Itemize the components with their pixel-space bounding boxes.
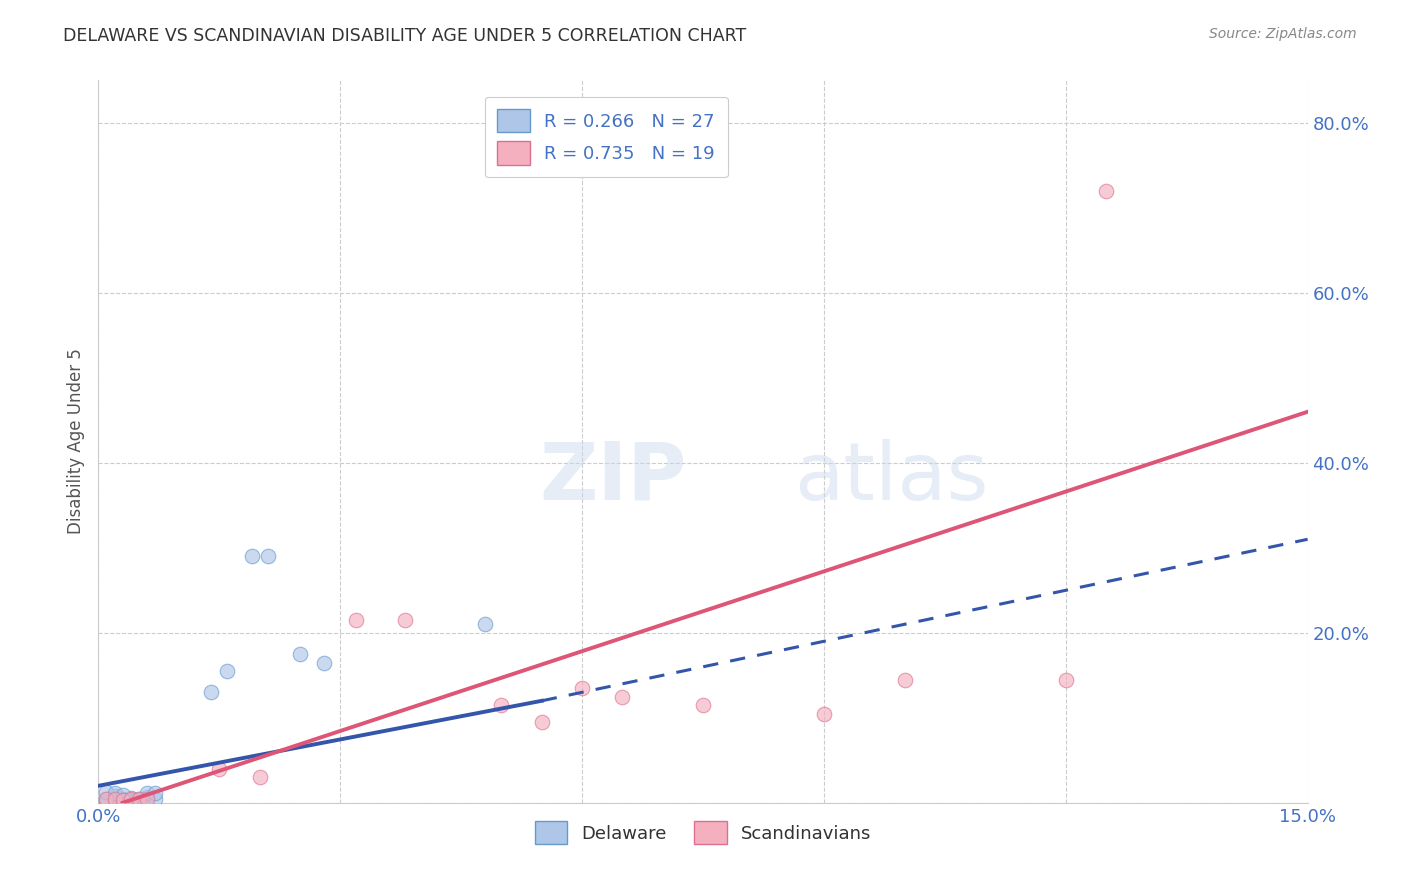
Point [813,706,835,721]
Point [612,690,634,704]
Text: ZIP: ZIP [540,439,688,516]
Point [120,794,142,808]
Point [143,792,166,806]
Point [96,792,118,806]
Point [893,673,915,687]
Point [208,762,231,776]
Legend: Delaware, Scandinavians: Delaware, Scandinavians [524,810,882,855]
Point [96,785,118,799]
Text: DELAWARE VS SCANDINAVIAN DISABILITY AGE UNDER 5 CORRELATION CHART: DELAWARE VS SCANDINAVIAN DISABILITY AGE … [63,27,747,45]
Point [103,786,125,800]
Point [103,794,125,808]
Point [217,664,239,678]
Point [344,613,367,627]
Point [530,714,553,729]
Point [128,791,150,805]
Point [103,792,125,806]
Point [96,791,118,805]
Point [120,793,142,807]
Point [200,685,222,699]
Point [120,792,142,806]
Point [135,791,157,805]
Point [314,656,336,670]
Point [128,793,150,807]
Point [111,794,134,808]
Point [111,788,134,802]
Point [120,790,142,805]
Point [143,787,166,801]
Point [249,770,271,784]
Point [692,698,714,712]
Text: atlas: atlas [793,439,988,516]
Text: Source: ZipAtlas.com: Source: ZipAtlas.com [1209,27,1357,41]
Point [240,549,263,564]
Point [1054,673,1077,687]
Point [135,789,157,804]
Point [111,793,134,807]
Point [111,791,134,805]
Point [103,792,125,806]
Point [571,681,593,695]
Point [256,549,278,564]
Point [288,647,311,661]
Point [491,698,513,712]
Point [111,793,134,807]
Point [103,789,125,803]
Point [474,617,496,632]
Point [1095,184,1118,198]
Point [394,613,416,627]
Y-axis label: Disability Age Under 5: Disability Age Under 5 [66,349,84,534]
Point [96,795,118,809]
Point [128,791,150,805]
Point [135,786,157,800]
